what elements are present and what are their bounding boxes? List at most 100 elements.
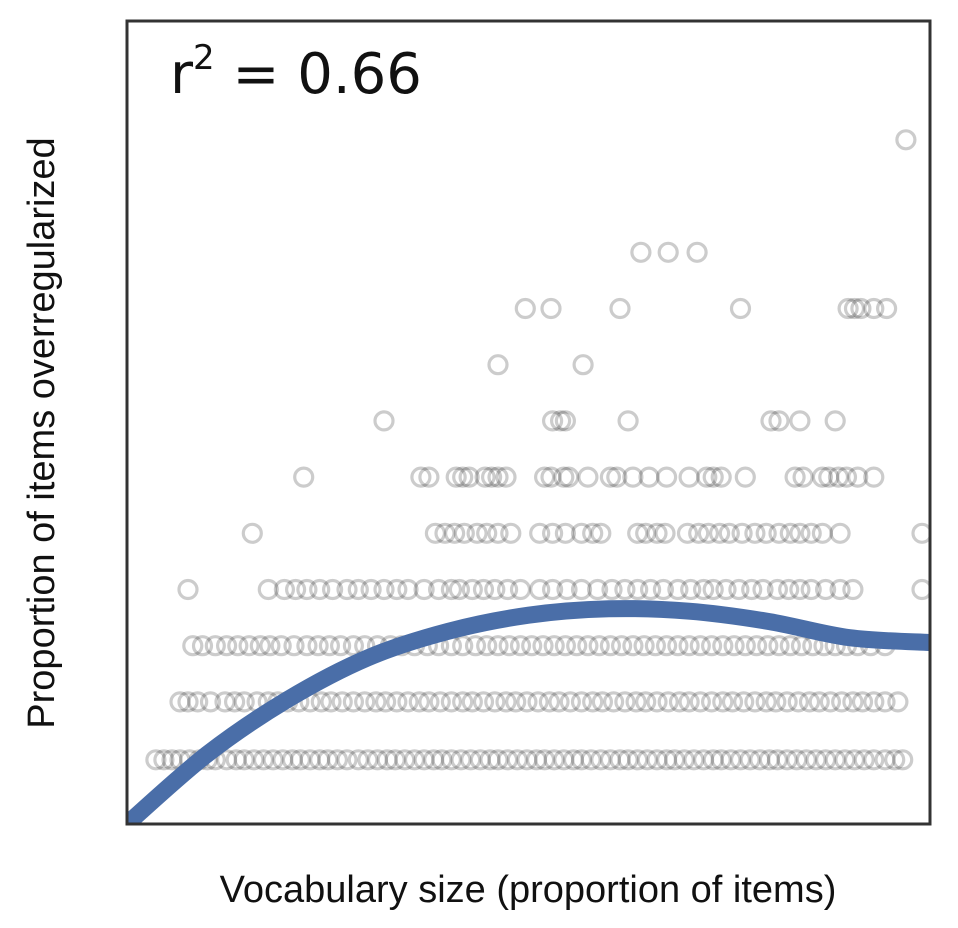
data-point [570, 691, 593, 713]
data-point [394, 749, 416, 771]
data-point [516, 749, 538, 771]
data-point [413, 578, 435, 601]
data-point [766, 749, 789, 771]
fit-curve-line [127, 600, 930, 824]
data-point [238, 635, 260, 657]
data-point [317, 749, 339, 771]
data-point [853, 749, 875, 771]
data-point [733, 691, 755, 713]
data-point [257, 578, 279, 601]
data-point [310, 691, 332, 713]
data-point [599, 749, 622, 771]
data-point [688, 522, 710, 544]
data-point [309, 578, 331, 601]
data-point [784, 466, 806, 488]
data-point [440, 578, 462, 601]
data-point [177, 578, 199, 601]
data-point [469, 749, 491, 771]
data-point [307, 635, 329, 657]
data-point [440, 749, 462, 771]
data-point [476, 635, 498, 657]
data-point [678, 466, 700, 488]
data-point [460, 749, 482, 771]
data-point [577, 466, 599, 488]
data-point [765, 691, 787, 713]
data-point [533, 749, 556, 771]
data-point [635, 691, 657, 713]
data-point [249, 635, 271, 657]
data-point [540, 466, 562, 488]
data-point [842, 578, 864, 601]
data-point [755, 522, 777, 544]
data-point [601, 578, 623, 601]
data-point [702, 466, 724, 488]
data-point [453, 522, 475, 544]
data-point [458, 466, 480, 488]
data-point [720, 749, 742, 771]
data-point [712, 691, 734, 713]
data-point [721, 691, 744, 713]
data-point [461, 691, 483, 713]
data-point [572, 354, 594, 376]
data-point [509, 578, 532, 601]
data-point [792, 466, 814, 488]
data-point [702, 749, 724, 771]
data-point [892, 749, 914, 771]
data-point [543, 635, 565, 657]
data-point [686, 241, 708, 263]
data-point [505, 691, 527, 713]
data-point [627, 522, 649, 544]
data-point [617, 749, 639, 771]
data-point [831, 691, 853, 713]
data-point [191, 635, 214, 657]
data-point [617, 410, 639, 432]
data-point [342, 691, 364, 713]
data-point [366, 749, 389, 771]
data-point [599, 635, 622, 657]
data-point [779, 522, 801, 544]
x-axis-label: Vocabulary size (proportion of items) [220, 869, 837, 911]
data-point [667, 635, 689, 657]
data-point [805, 749, 827, 771]
data-point [630, 241, 652, 263]
data-point [697, 522, 720, 544]
data-point [474, 466, 496, 488]
data-point [739, 749, 761, 771]
data-point [452, 691, 474, 713]
data-point [495, 691, 517, 713]
data-point [646, 691, 668, 713]
data-point [318, 635, 340, 657]
data-point [663, 749, 686, 771]
data-point [199, 691, 222, 713]
data-point [450, 749, 472, 771]
data-point [667, 578, 689, 601]
data-point [814, 578, 837, 601]
data-point [570, 749, 593, 771]
data-point [347, 749, 369, 771]
data-point [609, 297, 631, 320]
data-point [540, 297, 562, 320]
data-point [487, 354, 509, 376]
data-point [410, 466, 432, 488]
data-point [646, 522, 668, 544]
data-point [625, 691, 647, 713]
data-point [752, 578, 774, 601]
data-point [424, 522, 446, 544]
data-point [712, 635, 734, 657]
data-point [610, 635, 633, 657]
data-point [479, 749, 501, 771]
data-point [614, 691, 636, 713]
data-point [484, 578, 506, 601]
data-point [153, 749, 175, 771]
data-point [874, 749, 896, 771]
data-point [431, 749, 453, 771]
data-point [800, 522, 822, 544]
data-point [758, 749, 781, 771]
data-point [829, 578, 851, 601]
y-axis-label: Proportion of items overregularized [21, 137, 63, 728]
data-point [851, 691, 874, 713]
data-point [591, 691, 614, 713]
data-point [655, 466, 678, 488]
data-point [800, 578, 822, 601]
data-point [700, 635, 723, 657]
